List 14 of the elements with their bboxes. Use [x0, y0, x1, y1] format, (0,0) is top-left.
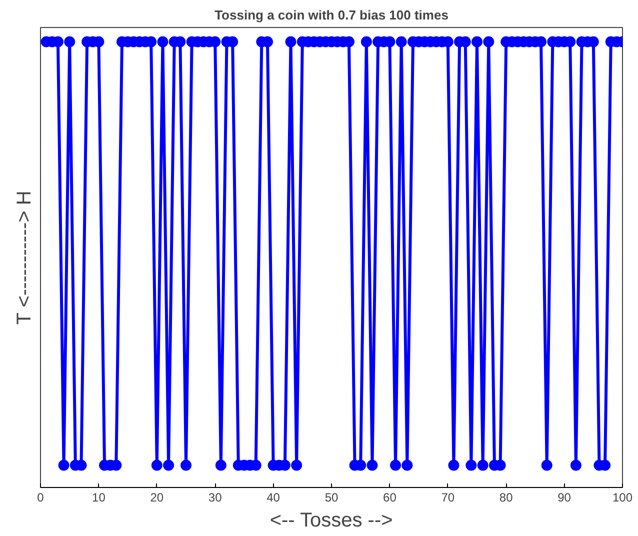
- x-tick-label: 30: [208, 490, 222, 504]
- x-tick-label: 60: [383, 490, 397, 504]
- y-axis-title: T <-----------> H: [14, 190, 36, 325]
- x-tick-label: 0: [37, 490, 44, 504]
- x-tick-label: 100: [612, 490, 633, 504]
- x-tick-label: 40: [266, 490, 280, 504]
- x-tick-label: 10: [92, 490, 106, 504]
- x-tick-label: 70: [441, 490, 455, 504]
- x-tick-label: 50: [324, 490, 338, 504]
- x-axis-title: <-- Tosses -->: [270, 510, 393, 532]
- x-tick-label: 20: [150, 490, 164, 504]
- x-tick-label: 90: [558, 490, 572, 504]
- x-tick-label: 80: [499, 490, 514, 504]
- chart-title: Tossing a coin with 0.7 bias 100 times: [214, 8, 448, 22]
